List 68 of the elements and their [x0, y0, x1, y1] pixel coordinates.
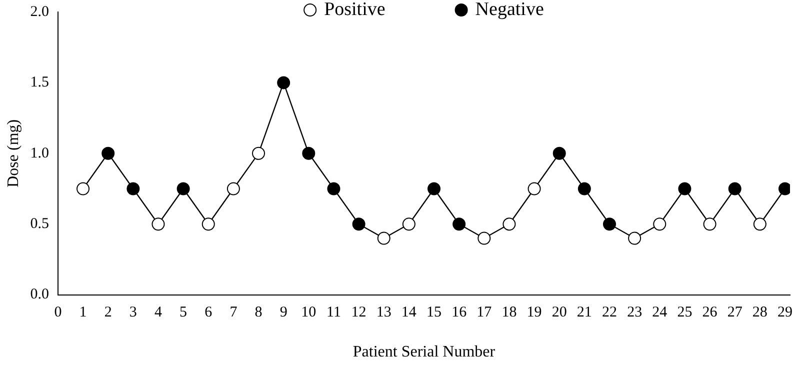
- x-tick-label: 21: [576, 304, 592, 321]
- point: [552, 146, 566, 160]
- point: [327, 182, 340, 196]
- x-tick-label: 18: [502, 304, 517, 321]
- x-tick-label: 29: [777, 304, 792, 321]
- point: [703, 218, 716, 231]
- x-tick-label: 12: [351, 304, 366, 321]
- point: [252, 146, 266, 160]
- x-tick-label: 0: [54, 304, 62, 321]
- point: [126, 182, 140, 196]
- x-tick-label: 14: [401, 304, 417, 321]
- x-tick-label: 6: [204, 304, 213, 321]
- x-tick-label: 26: [702, 304, 718, 321]
- point: [452, 218, 466, 231]
- y-tick-label: 1.5: [30, 74, 49, 91]
- point: [377, 232, 390, 245]
- point: [728, 182, 742, 196]
- x-tick-label: 10: [301, 304, 316, 321]
- point: [102, 146, 115, 160]
- x-tick-label: 2: [104, 304, 112, 321]
- legend-label: Positive: [324, 0, 386, 20]
- y-axis-title: Dose (mg): [4, 119, 22, 188]
- x-tick-label: 3: [129, 304, 137, 321]
- x-tick-label: 16: [452, 304, 468, 321]
- x-tick-label: 15: [426, 304, 442, 321]
- point: [753, 218, 766, 231]
- x-tick-label: 9: [280, 304, 288, 321]
- point: [678, 182, 692, 196]
- point: [302, 146, 316, 160]
- x-tick-label: 24: [652, 304, 668, 321]
- point: [76, 182, 90, 196]
- x-tick-label: 8: [254, 304, 262, 321]
- x-tick-label: 23: [627, 304, 642, 321]
- point: [653, 218, 666, 231]
- y-tick-label: 1.0: [30, 145, 49, 162]
- point: [502, 218, 516, 231]
- point: [152, 218, 165, 231]
- x-tick-label: 17: [476, 304, 492, 321]
- x-axis-title: Patient Serial Number: [352, 344, 496, 361]
- x-tick-label: 19: [526, 304, 542, 321]
- x-tick-label: 22: [602, 304, 617, 321]
- point: [628, 232, 642, 245]
- point: [202, 218, 215, 231]
- point: [602, 218, 616, 231]
- y-tick-label: 0.0: [30, 286, 49, 303]
- point: [428, 182, 441, 196]
- point: [352, 218, 366, 231]
- point: [478, 232, 491, 245]
- point: [528, 182, 541, 196]
- x-tick-label: 28: [752, 304, 768, 321]
- point: [226, 182, 240, 196]
- point: [578, 182, 591, 196]
- point: [778, 182, 790, 196]
- x-tick-label: 27: [727, 304, 743, 321]
- x-tick-label: 5: [180, 304, 188, 321]
- x-tick-label: 20: [552, 304, 567, 321]
- x-tick-label: 11: [326, 304, 341, 321]
- point: [176, 182, 190, 196]
- x-tick-label: 25: [677, 304, 692, 321]
- x-tick-label: 1: [79, 304, 87, 321]
- legend-label: Negative: [475, 0, 544, 20]
- point: [402, 218, 416, 231]
- y-tick-label: 0.5: [30, 216, 49, 232]
- x-tick-label: 13: [376, 304, 392, 321]
- x-tick-label: 7: [230, 304, 238, 321]
- point: [277, 76, 290, 90]
- y-tick-label: 2.0: [30, 4, 49, 20]
- x-tick-label: 4: [154, 304, 162, 321]
